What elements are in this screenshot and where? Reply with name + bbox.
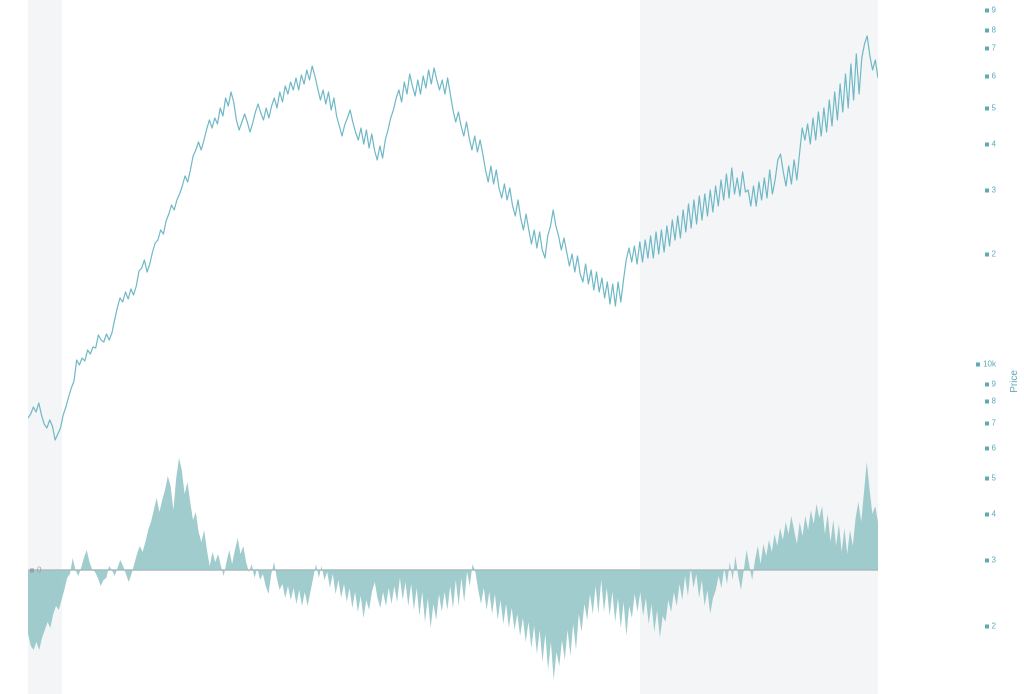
y-tick-lower: 8 xyxy=(985,397,996,406)
tick-label: 7 xyxy=(992,419,996,428)
tick-dot xyxy=(985,558,989,562)
tick-dot xyxy=(985,476,989,480)
tick-label: 4 xyxy=(992,510,996,519)
zero-marker: 0 xyxy=(30,566,41,575)
tick-label: 8 xyxy=(992,397,996,406)
tick-label: 2 xyxy=(992,622,996,631)
y-axis-label: Price xyxy=(1009,370,1020,393)
y-tick-lower: 5 xyxy=(985,474,996,483)
tick-dot xyxy=(985,512,989,516)
tick-label: 10k xyxy=(983,360,996,369)
y-tick-lower: 2 xyxy=(985,622,996,631)
zero-marker-text: 0 xyxy=(37,566,41,575)
tick-dot xyxy=(985,421,989,425)
tick-label: 6 xyxy=(992,444,996,453)
y-tick-lower: 4 xyxy=(985,510,996,519)
chart-svg xyxy=(28,0,878,694)
y-tick-lower: 7 xyxy=(985,419,996,428)
tick-label: 5 xyxy=(992,474,996,483)
tick-dot xyxy=(985,624,989,628)
tick-dot xyxy=(985,382,989,386)
tick-label: 9 xyxy=(992,380,996,389)
tick-dot xyxy=(985,399,989,403)
tick-label: 3 xyxy=(992,556,996,565)
y-axis-lower-ticks: 10k 9 8 7 6 5 4 3 2 xyxy=(972,0,996,694)
y-tick-lower: 6 xyxy=(985,444,996,453)
tick-dot xyxy=(985,446,989,450)
price-chart: 9 8 7 6 5 4 3 2 10k 9 8 7 6 5 4 3 2 Price 0 xyxy=(0,0,1024,694)
y-tick-lower: 10k xyxy=(976,360,996,369)
zero-marker-dot xyxy=(30,568,34,572)
y-tick-lower: 3 xyxy=(985,556,996,565)
tick-dot xyxy=(976,362,980,366)
y-tick-lower: 9 xyxy=(985,380,996,389)
